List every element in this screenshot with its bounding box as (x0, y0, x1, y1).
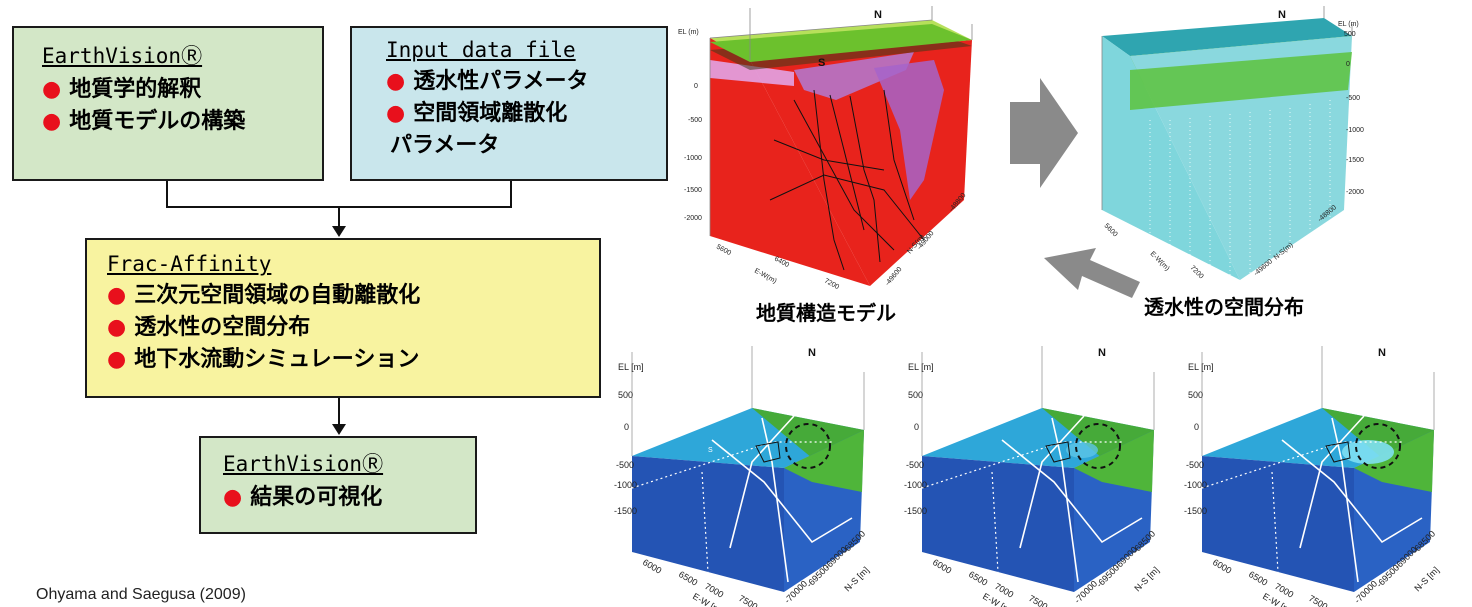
permeability-model: N EL (m) 500 0 -500 -1000 -1500 -2000 56… (1101, 6, 1364, 281)
tick-label: -1000 (684, 155, 702, 162)
tick-label: -1500 (904, 506, 927, 516)
tick-label: 6000 (641, 557, 663, 576)
tick-label: 500 (618, 390, 633, 400)
ns-axis-label: N-S [m] (842, 565, 871, 594)
tick-label: -500 (616, 460, 634, 470)
geology-model-caption: 地質構造モデル (756, 301, 896, 325)
input-data-file-box: Input data file ● 透水性パラメータ ● 空間領域離散化 パラメータ (350, 26, 668, 181)
list-item: ● 地質モデルの構築 (42, 109, 246, 134)
list-item: ● 三次元空間領域の自動離散化 (107, 283, 421, 308)
s-label: S (708, 447, 713, 454)
frac-affinity-box: Frac-Affinity ● 三次元空間領域の自動離散化 ● 透水性の空間分布 ●… (85, 238, 601, 398)
north-label: N (1378, 347, 1386, 359)
bullet-icon: ● (107, 283, 127, 308)
north-label: N (1278, 9, 1286, 21)
list-item: ● 空間領域離散化 (386, 101, 568, 126)
flow-simulation-1: N EL [m] 500 0 -500 -1000 -1500 S 6000 6… (614, 346, 871, 607)
tick-label: -1500 (1184, 506, 1207, 516)
bullet-icon: ● (223, 485, 243, 510)
tick-label: -500 (688, 117, 702, 124)
ns-axis-label: N-S [m] (1412, 565, 1441, 594)
tick-label: -1000 (614, 480, 637, 490)
tick-label: 500 (1188, 390, 1203, 400)
tick-label: -1500 (614, 506, 637, 516)
tick-label: -500 (906, 460, 924, 470)
y-axis-label: EL [m] (618, 362, 644, 372)
ns-axis-label: N-S [m] (1132, 565, 1161, 594)
ew-axis-label: E-W(m) (1149, 250, 1171, 272)
tick-label: -1500 (1346, 157, 1364, 164)
permeability-caption: 透水性の空間分布 (1144, 295, 1304, 319)
return-arrow-icon (1044, 248, 1140, 298)
y-axis-label: EL [m] (908, 362, 934, 372)
tick-label: 7500 (1307, 593, 1329, 607)
flow-arrow-icon (332, 424, 346, 435)
input-data-title: Input data file (386, 38, 576, 62)
y-axis-label: EL (m) (678, 29, 699, 36)
list-item-continuation: パラメータ (390, 133, 500, 158)
flow-simulation-2: N EL [m] 500 0 -500 -1000 -1500 6000 650… (904, 346, 1161, 607)
tick-label: -2000 (1346, 189, 1364, 196)
citation: Ohyama and Saegusa (2009) (36, 586, 246, 603)
north-label: N (1098, 347, 1106, 359)
bullet-icon: ● (42, 109, 62, 134)
list-item: ● 地下水流動シミュレーション (107, 347, 420, 372)
tick-label: 6000 (931, 557, 953, 576)
tick-label: -1000 (904, 480, 927, 490)
list-item: ● 透水性パラメータ (386, 69, 589, 94)
flow-arrow-icon (332, 226, 346, 237)
earthvision-visualization-box: EarthVisionⓇ ● 結果の可視化 (199, 436, 477, 534)
s-label: S (818, 57, 825, 69)
connector-line (338, 206, 340, 228)
earthvision-model-box: EarthVisionⓇ ● 地質学的解釈 ● 地質モデルの構築 (12, 26, 324, 181)
tick-label: 0 (624, 422, 629, 432)
earthvision-title: EarthVisionⓇ (42, 44, 203, 68)
bullet-icon: ● (107, 315, 127, 340)
bullet-icon: ● (42, 77, 62, 102)
tick-label: 7200 (1189, 264, 1205, 280)
tick-label: 0 (1194, 422, 1199, 432)
tick-label: -1000 (1184, 480, 1207, 490)
bullet-icon: ● (386, 101, 406, 126)
tick-label: 0 (1346, 61, 1350, 68)
tick-label: 6500 (1247, 569, 1269, 588)
list-item: ● 透水性の空間分布 (107, 315, 311, 340)
tick-label: -1000 (1346, 127, 1364, 134)
tick-label: 6000 (1211, 557, 1233, 576)
tick-label: 6500 (677, 569, 699, 588)
tick-label: 5600 (715, 244, 732, 258)
next-step-arrow-icon (1010, 78, 1078, 188)
tick-label: -500 (1346, 95, 1360, 102)
tick-label: 0 (694, 83, 698, 90)
connector-line (510, 181, 512, 208)
bullet-icon: ● (386, 69, 406, 94)
tick-label: 6500 (967, 569, 989, 588)
north-label: N (808, 347, 816, 359)
connector-line (338, 398, 340, 425)
tick-label: 7500 (737, 593, 759, 607)
north-label: N (874, 9, 882, 21)
tick-label: 5600 (1103, 222, 1119, 238)
flow-simulation-3: N EL [m] 500 0 -500 -1000 -1500 6000 650… (1184, 346, 1441, 607)
tick-label: 7200 (823, 278, 840, 290)
y-axis-label: EL [m] (1188, 362, 1214, 372)
tick-label: 500 (1344, 31, 1356, 38)
geology-structure-model: N EL (m) 0 -500 -1000 -1500 -2000 5600 6… (678, 6, 973, 290)
list-item: ● 地質学的解釈 (42, 77, 202, 102)
bullet-icon: ● (107, 347, 127, 372)
tick-label: 500 (908, 390, 923, 400)
y-axis-label: EL (m) (1338, 21, 1359, 28)
tick-label: -2000 (684, 215, 702, 222)
tick-label: -1500 (684, 187, 702, 194)
frac-affinity-title: Frac-Affinity (107, 252, 272, 276)
tick-label: -500 (1186, 460, 1204, 470)
ew-axis-label: E-W(m) (753, 268, 778, 285)
connector-line (166, 181, 168, 208)
earthvision-title: EarthVisionⓇ (223, 452, 384, 476)
tick-label: 7500 (1027, 593, 1049, 607)
tick-label: 0 (914, 422, 919, 432)
list-item: ● 結果の可視化 (223, 485, 383, 510)
